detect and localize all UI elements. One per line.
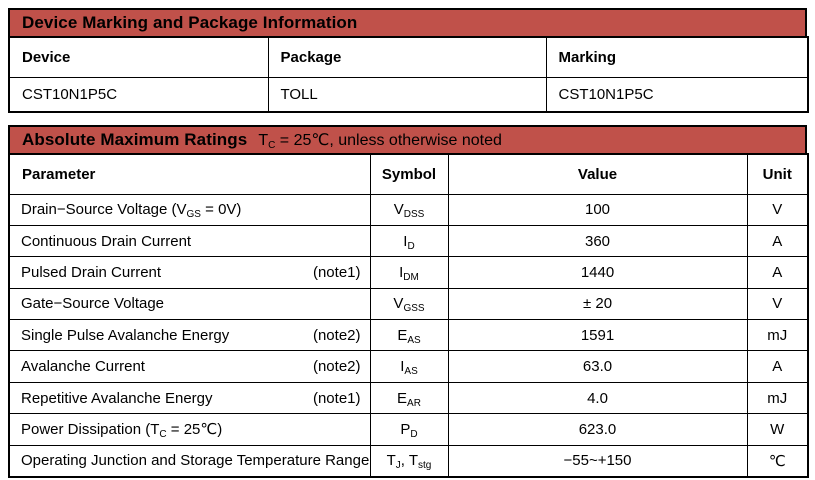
note-label: (note2): [312, 326, 361, 344]
table-row: Repetitive Avalanche Energy (note1) EAR 4.0…: [8, 381, 809, 415]
symbol-cell: TJ, Tstg: [369, 444, 449, 478]
symbol-cell: PD: [369, 413, 449, 446]
unit-cell: W: [746, 413, 809, 446]
parameter-cell: Operating Junction and Storage Temperatu…: [8, 444, 371, 478]
value-cell: −55~+150: [447, 444, 748, 478]
note-label: (note2): [312, 358, 361, 376]
value-cell: 100: [447, 193, 748, 226]
symbol-cell: VDSS: [369, 193, 449, 226]
unit-cell: V: [746, 287, 809, 321]
ratings-table-header-row: Parameter Symbol Value Unit: [8, 153, 809, 195]
value-cell: 360: [447, 224, 748, 258]
parameter-cell: Pulsed Drain Current (note1): [8, 256, 371, 289]
ratings-condition: TC = 25℃, unless otherwise noted: [258, 132, 502, 151]
value-cell: 4.0: [447, 381, 748, 415]
parameter-cell: Gate−Source Voltage: [8, 287, 371, 321]
parameter-cell: Single Pulse Avalanche Energy (note2): [8, 319, 371, 352]
table-row: Single Pulse Avalanche Energy (note2) EAS 1…: [8, 319, 809, 352]
value-cell: 63.0: [447, 350, 748, 383]
unit-cell: V: [746, 193, 809, 226]
parameter-label: Continuous Drain Current: [21, 232, 192, 250]
unit-cell: A: [746, 256, 809, 289]
unit-cell: A: [746, 350, 809, 383]
parameter-label: Pulsed Drain Current: [21, 263, 162, 281]
column-header-marking: Marking: [545, 36, 809, 78]
symbol-cell: VGSS: [369, 287, 449, 321]
column-header-unit: Unit: [746, 153, 809, 195]
table-row: Operating Junction and Storage Temperatu…: [8, 444, 809, 478]
device-marking-title-band: Device Marking and Package Information: [8, 8, 807, 38]
parameter-label: Gate−Source Voltage: [21, 295, 165, 313]
parameter-cell: Avalanche Current (note2): [8, 350, 371, 383]
column-header-symbol: Symbol: [369, 153, 449, 195]
value-cell: 1591: [447, 319, 748, 352]
symbol-cell: EAS: [369, 319, 449, 352]
marking-cell: CST10N1P5C: [545, 76, 809, 113]
symbol-cell: IAS: [369, 350, 449, 383]
table-row: CST10N1P5C TOLL CST10N1P5C: [8, 76, 809, 113]
parameter-cell: Power Dissipation (TC = 25℃): [8, 413, 371, 446]
device-table-header-row: Device Package Marking: [8, 36, 809, 78]
parameter-label: Avalanche Current: [21, 358, 145, 376]
unit-cell: A: [746, 224, 809, 258]
table-row: Power Dissipation (TC = 25℃) PD 623.0 W: [8, 413, 809, 446]
unit-cell: ℃: [746, 444, 809, 478]
parameter-cell: Continuous Drain Current: [8, 224, 371, 258]
note-label: (note1): [312, 389, 361, 407]
table-row: Avalanche Current (note2) IAS 63.0 A: [8, 350, 809, 383]
column-header-device: Device: [8, 36, 269, 78]
symbol-cell: ID: [369, 224, 449, 258]
parameter-label: Power Dissipation (TC = 25℃): [21, 421, 223, 441]
table-row: Drain−Source Voltage (VGS = 0V) VDSS 100 V: [8, 193, 809, 226]
ratings-table: Parameter Symbol Value Unit Drain−Source…: [8, 153, 809, 478]
package-cell: TOLL: [267, 76, 547, 113]
column-header-parameter: Parameter: [8, 153, 371, 195]
parameter-label: Single Pulse Avalanche Energy: [21, 326, 230, 344]
device-marking-table: Device Package Marking CST10N1P5C TOLL C…: [8, 36, 809, 113]
parameter-label: Drain−Source Voltage (VGS = 0V): [21, 201, 242, 221]
parameter-cell: Drain−Source Voltage (VGS = 0V): [8, 193, 371, 226]
absolute-maximum-ratings-section: Absolute Maximum Ratings TC = 25℃, unles…: [8, 125, 809, 478]
parameter-cell: Repetitive Avalanche Energy (note1): [8, 381, 371, 415]
unit-cell: mJ: [746, 381, 809, 415]
symbol-cell: EAR: [369, 381, 449, 415]
unit-cell: mJ: [746, 319, 809, 352]
symbol-cell: IDM: [369, 256, 449, 289]
value-cell: ± 20: [447, 287, 748, 321]
device-cell: CST10N1P5C: [8, 76, 269, 113]
value-cell: 623.0: [447, 413, 748, 446]
device-marking-section: Device Marking and Package Information D…: [8, 8, 809, 113]
table-row: Gate−Source Voltage VGSS ± 20 V: [8, 287, 809, 321]
parameter-label: Operating Junction and Storage Temperatu…: [21, 452, 370, 470]
parameter-label: Repetitive Avalanche Energy: [21, 389, 213, 407]
ratings-title-band: Absolute Maximum Ratings TC = 25℃, unles…: [8, 125, 807, 155]
ratings-title: Absolute Maximum Ratings: [22, 130, 248, 149]
device-marking-title: Device Marking and Package Information: [22, 13, 358, 32]
table-row: Pulsed Drain Current (note1) IDM 1440 A: [8, 256, 809, 289]
value-cell: 1440: [447, 256, 748, 289]
column-header-value: Value: [447, 153, 748, 195]
table-row: Continuous Drain Current ID 360 A: [8, 224, 809, 258]
note-label: (note1): [312, 263, 361, 281]
column-header-package: Package: [267, 36, 547, 78]
